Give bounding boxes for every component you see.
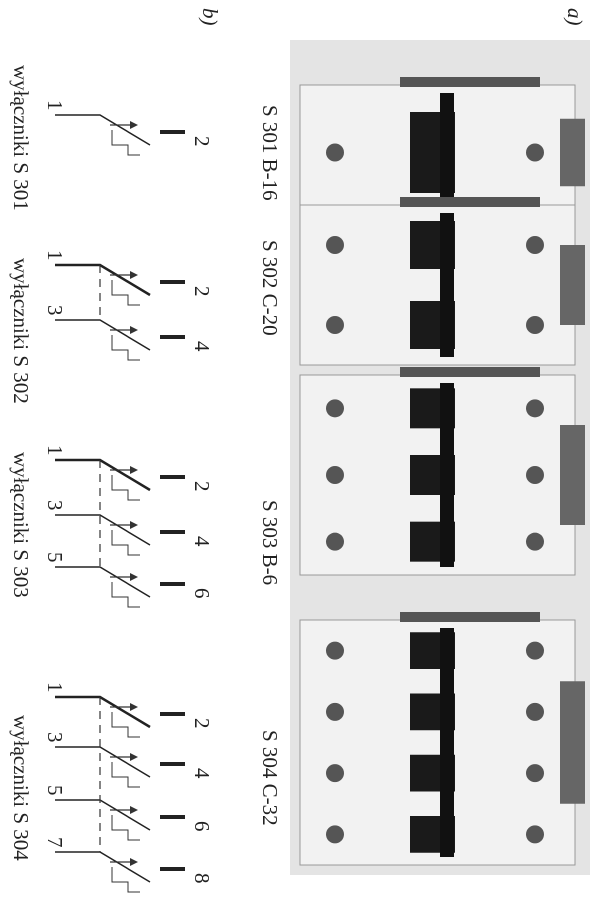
screw	[526, 143, 544, 162]
screw	[526, 316, 544, 334]
arrow-head	[130, 753, 138, 761]
toggle-bar	[440, 628, 454, 857]
toggle-bar	[440, 383, 454, 567]
screw	[326, 236, 344, 254]
trip-symbol	[111, 130, 140, 156]
din-clip	[560, 245, 585, 325]
contact	[55, 319, 151, 351]
terminal-number: 1	[43, 682, 67, 693]
contact	[55, 851, 151, 883]
arrow-head	[130, 573, 138, 581]
terminal-number: 2	[190, 481, 214, 492]
contact	[55, 114, 151, 146]
terminal-number: 2	[190, 136, 214, 147]
contact	[55, 458, 151, 492]
terminal-number: 4	[190, 341, 214, 352]
terminal-number: 6	[190, 821, 214, 832]
trip-symbol	[111, 867, 140, 893]
din-clip	[400, 367, 540, 377]
terminal-number: 5	[43, 785, 67, 796]
din-clip	[400, 197, 540, 207]
screw	[326, 316, 344, 334]
trip-symbol	[111, 475, 140, 501]
caption: wyłączniki S 303	[9, 452, 33, 598]
screw	[526, 399, 544, 418]
trip-symbol	[111, 530, 140, 556]
terminal-number: 1	[43, 250, 67, 261]
screw	[326, 143, 344, 162]
din-clip	[560, 425, 585, 525]
trip-symbol	[111, 280, 140, 306]
trip-symbol	[111, 582, 140, 608]
model-label: S 302 C-20	[258, 240, 282, 336]
arrow-head	[130, 121, 138, 129]
screw	[526, 702, 544, 721]
model-label: S 301 B-16	[258, 105, 282, 201]
terminal-number: 2	[190, 286, 214, 297]
screw	[326, 532, 344, 551]
screw	[526, 825, 544, 844]
contact	[55, 746, 151, 778]
din-clip	[560, 118, 585, 187]
trip-symbol	[111, 335, 140, 361]
arrow-head	[130, 703, 138, 711]
contact	[55, 566, 151, 598]
terminal-number: 6	[190, 588, 214, 599]
screw	[526, 466, 544, 484]
model-label: S 303 B-6	[258, 500, 282, 585]
terminal-number: 1	[43, 100, 67, 111]
arrow-head	[130, 858, 138, 866]
screw	[326, 641, 344, 660]
screw	[326, 825, 344, 844]
screw	[526, 764, 544, 783]
caption: wyłączniki S 304	[9, 715, 33, 861]
model-label: S 304 C-32	[258, 730, 282, 826]
terminal-number: 4	[190, 536, 214, 547]
trip-symbol	[111, 712, 140, 738]
arrow-head	[130, 521, 138, 529]
terminal-number: 4	[190, 768, 214, 779]
caption: wyłączniki S 302	[9, 258, 33, 404]
terminal-number: 3	[43, 500, 67, 511]
terminal-number: 8	[190, 873, 214, 884]
label-b: b)	[198, 8, 222, 26]
contact	[55, 263, 151, 297]
toggle-bar	[440, 213, 454, 357]
terminal-number: 2	[190, 718, 214, 729]
caption: wyłączniki S 301	[9, 65, 33, 211]
din-clip	[560, 681, 585, 804]
toggle-bar	[440, 93, 454, 212]
screw	[326, 399, 344, 418]
screw	[526, 236, 544, 254]
contact	[55, 799, 151, 831]
arrow-head	[130, 271, 138, 279]
trip-symbol	[111, 762, 140, 788]
terminal-number: 7	[43, 837, 67, 848]
terminal-number: 5	[43, 552, 67, 563]
terminal-number: 3	[43, 305, 67, 316]
contact	[55, 695, 151, 729]
screw	[526, 532, 544, 551]
terminal-number: 1	[43, 445, 67, 456]
contact	[55, 514, 151, 546]
arrow-head	[130, 466, 138, 474]
label-a: a)	[563, 8, 587, 26]
arrow-head	[130, 326, 138, 334]
screw	[326, 466, 344, 484]
trip-symbol	[111, 815, 140, 841]
din-clip	[400, 77, 540, 87]
screw	[526, 641, 544, 660]
screw	[326, 702, 344, 721]
screw	[326, 764, 344, 783]
terminal-number: 3	[43, 732, 67, 743]
arrow-head	[130, 806, 138, 814]
din-clip	[400, 612, 540, 622]
